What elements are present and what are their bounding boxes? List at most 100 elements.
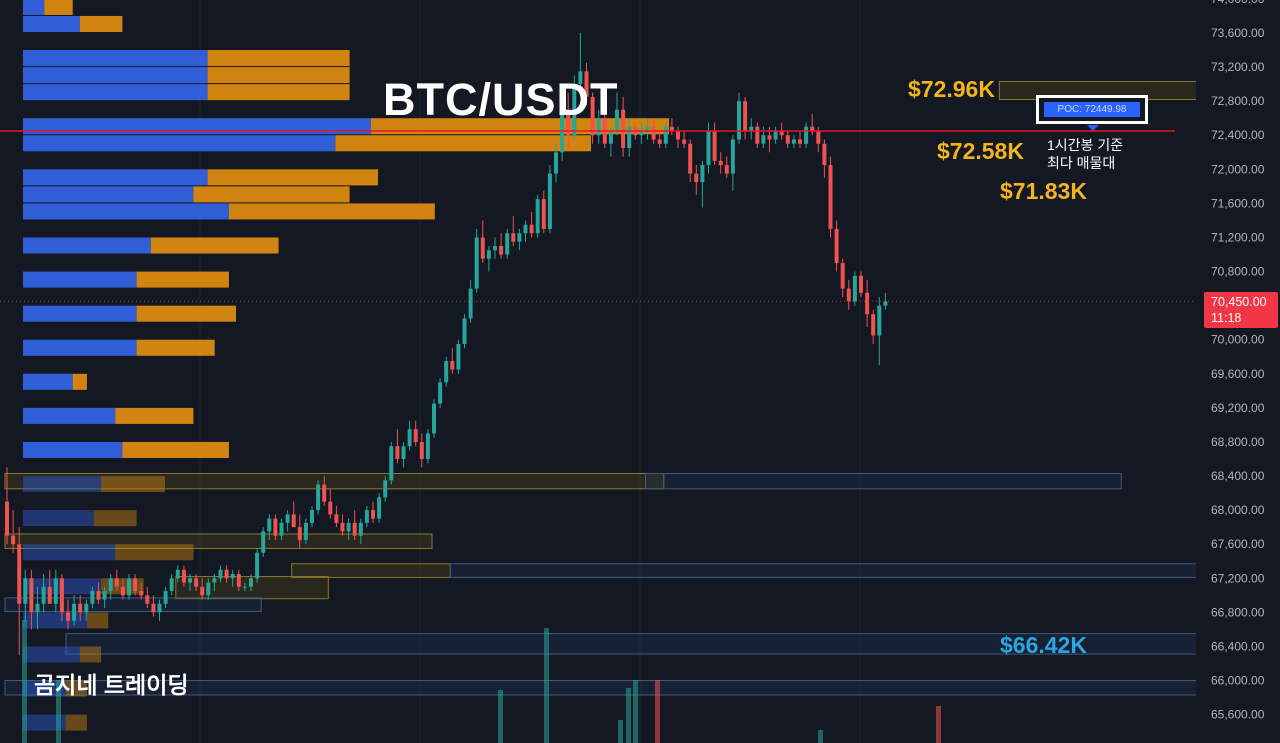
candle-body	[151, 603, 156, 613]
candle-body	[200, 586, 205, 596]
candle-body	[102, 591, 107, 600]
candle-body	[651, 126, 656, 140]
volume-bar	[818, 730, 823, 743]
profile-buy-bar	[23, 50, 208, 67]
candle-body	[730, 139, 735, 174]
demand-zone	[4, 597, 262, 613]
candle-body	[401, 446, 406, 459]
candle-body	[541, 199, 546, 229]
supply-zone	[4, 472, 665, 490]
profile-buy-bar	[23, 544, 116, 561]
candle-body	[383, 480, 388, 498]
candle-body	[425, 433, 430, 459]
candle-body	[194, 578, 199, 587]
candle-body	[108, 578, 113, 592]
profile-sell-bar	[115, 544, 194, 561]
candle-body	[279, 522, 284, 536]
candle-body	[163, 591, 168, 604]
candle-body	[78, 603, 83, 613]
profile-sell-bar	[94, 510, 137, 527]
current-price-value: 70,450.00	[1211, 295, 1267, 309]
candle-body	[755, 126, 760, 144]
axis-tick-label: 68,400.00	[1211, 469, 1265, 483]
candle-body	[59, 578, 64, 613]
profile-sell-bar	[207, 169, 378, 186]
profile-buy-bar	[23, 67, 208, 84]
candle-body	[53, 578, 58, 604]
profile-buy-bar	[23, 339, 137, 356]
candle-body	[212, 578, 217, 583]
candle-body	[438, 382, 443, 404]
candle-body	[316, 484, 321, 511]
candle-body	[511, 233, 516, 242]
candle-body	[218, 569, 223, 579]
axis-tick-label: 70,800.00	[1211, 265, 1265, 279]
candle-body	[444, 361, 449, 383]
demand-zone	[645, 472, 1122, 490]
axis-tick-label: 68,000.00	[1211, 503, 1265, 517]
profile-sell-bar	[150, 237, 279, 254]
candle-body	[810, 126, 815, 131]
profile-sell-bar	[136, 305, 236, 322]
candle-body	[523, 224, 528, 234]
profile-sell-bar	[86, 612, 109, 629]
candle-body	[188, 578, 192, 583]
candle-body	[700, 165, 705, 183]
candle-body	[474, 237, 479, 289]
volume-bar	[498, 690, 503, 743]
axis-tick-label: 66,400.00	[1211, 639, 1265, 653]
candle-body	[66, 612, 70, 621]
volume-bar	[56, 680, 61, 743]
candle-body	[724, 165, 729, 174]
axis-tick-label: 66,800.00	[1211, 605, 1265, 619]
profile-buy-bar	[23, 0, 45, 15]
candle-body	[310, 510, 314, 523]
level-label: $66.42K	[1000, 632, 1087, 658]
candle-body	[529, 224, 534, 234]
candle-body	[35, 603, 40, 613]
candle-body	[261, 531, 266, 553]
candle-body	[273, 518, 278, 536]
candle-body	[328, 501, 333, 515]
candle-body	[285, 514, 290, 523]
candle-body	[846, 288, 851, 302]
candle-body	[224, 569, 229, 579]
profile-buy-bar	[23, 186, 194, 203]
level-label: $71.83K	[1000, 178, 1087, 204]
candle-body	[371, 510, 375, 519]
axis-tick-label: 69,600.00	[1211, 367, 1265, 381]
candle-body	[706, 130, 711, 166]
candle-body	[242, 586, 247, 588]
candle-body	[419, 441, 424, 459]
candle-body	[554, 152, 558, 174]
candle-body	[267, 518, 272, 532]
axis-tick-label: 72,800.00	[1211, 94, 1265, 108]
profile-buy-bar	[23, 271, 137, 288]
profile-buy-bar	[23, 441, 123, 458]
profile-sell-bar	[193, 186, 350, 203]
profile-sell-bar	[207, 50, 350, 67]
level-label: $72.96K	[908, 76, 995, 102]
axis-background	[1196, 0, 1280, 743]
watermark: 곰지네 트레이딩	[34, 672, 189, 698]
candle-body	[322, 484, 327, 502]
candle-body	[596, 118, 601, 136]
profile-sell-bar	[136, 271, 229, 288]
chart-title: BTC/USDT	[383, 74, 619, 125]
candle-body	[358, 522, 363, 536]
candle-body	[47, 586, 52, 604]
candle-body	[499, 246, 504, 255]
demand-zone	[4, 680, 1280, 696]
candle-body	[395, 446, 400, 459]
profile-sell-bar	[72, 373, 87, 390]
candle-body	[767, 135, 772, 140]
axis-tick-label: 67,200.00	[1211, 571, 1265, 585]
profile-sell-bar	[207, 67, 350, 84]
candle-body	[17, 544, 22, 604]
candle-body	[517, 233, 522, 242]
candle-body	[230, 574, 235, 579]
axis-tick-label: 68,800.00	[1211, 435, 1265, 449]
axis-tick-label: 70,000.00	[1211, 333, 1265, 347]
candle-body	[255, 552, 260, 579]
